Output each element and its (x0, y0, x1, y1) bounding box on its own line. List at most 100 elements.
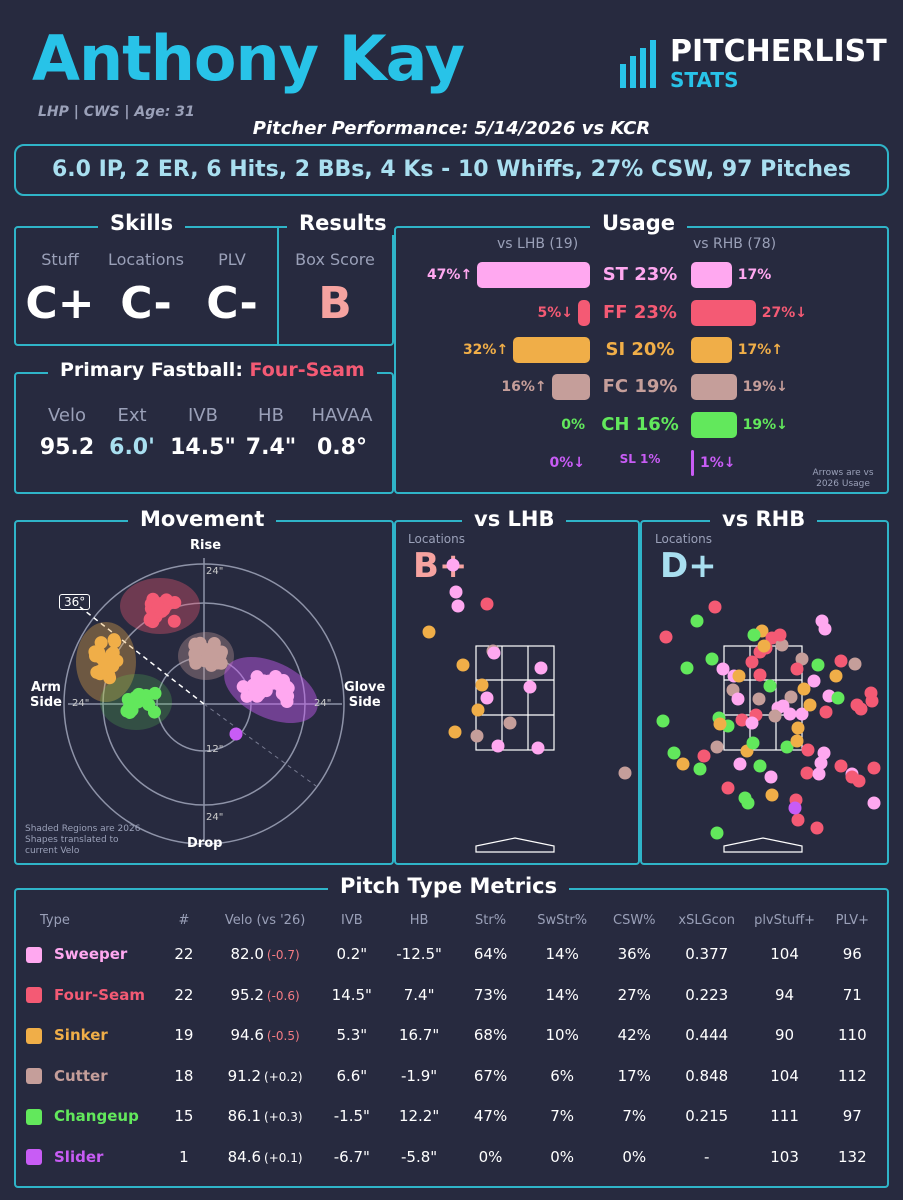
velo-cell: 84.6 (+0.1) (207, 1137, 322, 1178)
pitch-dot (735, 713, 749, 727)
plv-cell: 132 (837, 1147, 867, 1166)
plv-grade: C- (206, 278, 258, 329)
metrics-body: Sweeper 22 82.0 (-0.7) 0.2" -12.5" 64% 14% 36% 0.… (26, 934, 881, 1177)
hb-cell: -12.5" (396, 945, 442, 964)
usage-label: FF 23% (603, 302, 677, 323)
pitch-dot (659, 630, 673, 644)
sw-cell: 6% (550, 1066, 575, 1085)
hb-cell: 12.2" (398, 1107, 440, 1126)
velo-cell: 91.2 (+0.2) (207, 1056, 322, 1097)
pitch-dot (731, 692, 745, 706)
velo-delta: (+0.3) (264, 1110, 303, 1125)
pitch-dot (848, 657, 862, 671)
pitch-dot (262, 674, 276, 688)
metrics-row: Sinker 19 94.6 (-0.5) 5.3" 16.7" 68% 10% 42% 0.44… (26, 1015, 881, 1056)
pitch-count: 22 (174, 985, 194, 1004)
results-title: Results (287, 211, 399, 235)
pitch-color-swatch (26, 987, 42, 1004)
pitch-dot (757, 639, 771, 653)
velo-cell: 86.1 (+0.3) (207, 1096, 322, 1137)
ring-label: 24" (206, 812, 224, 823)
metrics-header: SwStr% (537, 912, 588, 928)
fastball-stat-value: 6.0' (109, 435, 155, 460)
pitch-dot (280, 695, 294, 709)
pitch-dot (618, 766, 632, 780)
pitch-dot (776, 699, 790, 713)
pitch-color-swatch (26, 1108, 42, 1125)
pitch-dot (795, 652, 809, 666)
velo-cell: 82.0 (-0.7) (207, 934, 322, 975)
pitch-dot (807, 674, 821, 688)
pitch-dot (207, 636, 221, 650)
velo-cell: 94.6 (-0.5) (207, 1015, 322, 1056)
velo-cell: 95.2 (-0.6) (207, 975, 322, 1016)
pitch-dot (745, 655, 759, 669)
fastball-title-prefix: Primary Fastball: (60, 359, 243, 381)
divider (277, 226, 279, 346)
metrics-title: Pitch Type Metrics (328, 874, 570, 898)
velo-value: 95.2 (230, 985, 264, 1004)
usage-lhb-pct: 5%↓ (537, 305, 574, 321)
pitch-dot (125, 703, 139, 717)
arm-angle-badge: 36° (59, 594, 91, 610)
usage-rhb-pct: 19%↓ (742, 417, 788, 433)
pitch-dot (790, 734, 804, 748)
movement-plot (63, 558, 345, 845)
metrics-header: Type (40, 912, 70, 928)
metrics-header: PLV+ (835, 912, 870, 928)
velo-delta: (-0.5) (266, 1029, 300, 1044)
pitch-dot (713, 717, 727, 731)
metrics-row: Cutter 18 91.2 (+0.2) 6.6" -1.9" 67% 6% 17% 0.848… (26, 1056, 881, 1097)
pitch-type-cell: Four-Seam (26, 975, 160, 1016)
pitch-dot (188, 637, 202, 651)
stuff-cell: 103 (770, 1147, 799, 1166)
pitch-dot (105, 647, 119, 661)
pitch-type-name: Sweeper (54, 945, 128, 964)
pitch-type-name: Changeup (54, 1107, 139, 1126)
stuff-cell: 94 (775, 985, 795, 1004)
pitch-dot (795, 707, 809, 721)
fastball-panel (14, 372, 394, 494)
lhb-locations-label: Locations (408, 532, 466, 546)
pitch-dot (867, 796, 881, 810)
fastball-stat-label: IVB (188, 405, 218, 426)
pitch-dot (716, 662, 730, 676)
stuff-cell: 111 (770, 1107, 799, 1126)
pitch-dot (801, 743, 815, 757)
ring-label: 24" (206, 566, 224, 577)
pitch-dot (448, 725, 462, 739)
csw-cell: 42% (617, 1026, 651, 1045)
pitch-dot (693, 762, 707, 776)
pitch-dot (765, 788, 779, 802)
pitch-dot (229, 727, 243, 741)
ivb-cell: 5.3" (336, 1026, 368, 1045)
pitch-dot (214, 656, 228, 670)
plv-cell: 110 (837, 1026, 867, 1045)
pitch-dot (752, 692, 766, 706)
pitch-dot (854, 702, 868, 716)
pitch-dot (753, 759, 767, 773)
pitch-dot (732, 669, 746, 683)
pitch-dot (676, 757, 690, 771)
xslg-cell: 0.377 (685, 945, 729, 964)
str-cell: 47% (473, 1107, 508, 1126)
pitch-dot (534, 661, 548, 675)
pitch-dot (151, 599, 165, 613)
pitcher-info: LHP | CWS | Age: 31 (38, 104, 195, 120)
pitch-count: 15 (174, 1107, 194, 1126)
stuff-grade: C+ (25, 278, 95, 329)
usage-lhb-bar (551, 374, 590, 400)
usage-lhb-pct: 0% (561, 417, 585, 433)
usage-label: FC 19% (602, 376, 678, 397)
hb-cell: -5.8" (401, 1147, 438, 1166)
pitch-type-name: Slider (54, 1147, 104, 1166)
rhb-locations-label: Locations (655, 532, 713, 546)
pitch-dot (733, 757, 747, 771)
fastball-stat-value: 0.8° (317, 435, 367, 460)
metrics-header: plvStuff+ (754, 912, 816, 928)
sw-cell: 0% (550, 1147, 575, 1166)
pitch-dot (790, 662, 804, 676)
usage-lhb-pct: 32%↑ (462, 342, 509, 358)
csw-cell: 0% (622, 1147, 647, 1166)
plv-cell: 96 (842, 945, 862, 964)
